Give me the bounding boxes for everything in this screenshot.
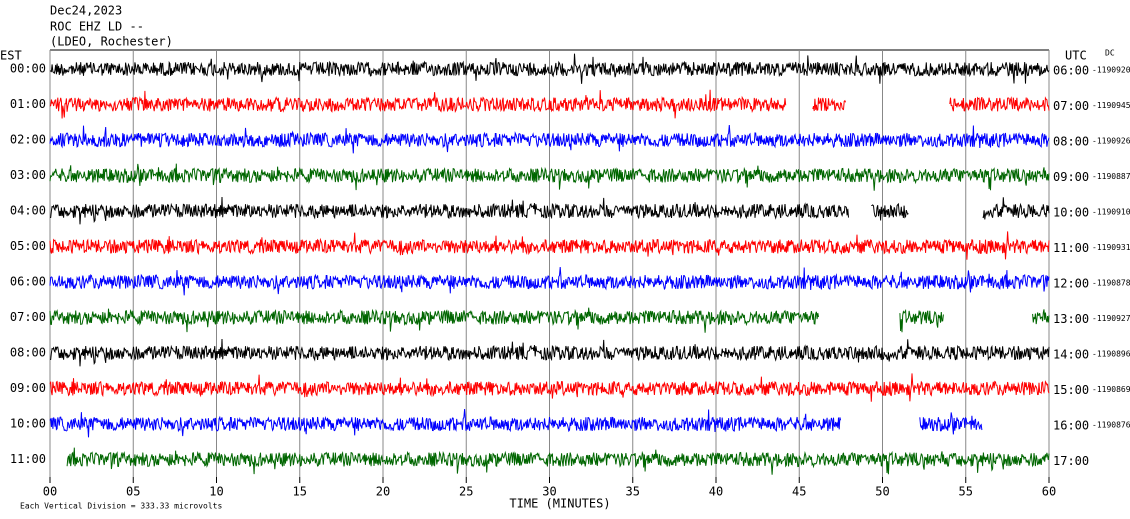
est-label: 06:00: [10, 275, 46, 289]
x-tick-label: 40: [709, 485, 723, 499]
utc-label: 10:00: [1053, 206, 1089, 220]
trace: [49, 163, 1050, 191]
left-axis-label: EST: [0, 49, 22, 63]
utc-label: 11:00: [1053, 241, 1089, 255]
title-line: (LDEO, Rochester): [50, 35, 173, 49]
est-label: 08:00: [10, 346, 46, 360]
utc-label: 15:00: [1053, 383, 1089, 397]
x-tick-label: 30: [542, 485, 556, 499]
trace: [49, 307, 1050, 333]
trace: [49, 231, 1050, 260]
utc-label: 07:00: [1053, 99, 1089, 113]
x-tick-label: 15: [293, 485, 307, 499]
title-line: Dec24,2023: [50, 4, 122, 18]
x-tick-label: 55: [959, 485, 973, 499]
est-label: 02:00: [10, 133, 46, 147]
utc-label: 13:00: [1053, 312, 1089, 326]
x-tick-label: 00: [43, 485, 57, 499]
x-tick-label: 50: [875, 485, 889, 499]
est-label: 03:00: [10, 168, 46, 182]
x-tick-label: 05: [126, 485, 140, 499]
utc-label: 14:00: [1053, 348, 1089, 362]
dc-value: -1190876: [1092, 421, 1130, 430]
utc-label: 09:00: [1053, 170, 1089, 184]
dc-value: -1190887: [1092, 172, 1130, 181]
trace: [49, 267, 1050, 296]
dc-value: -1190910: [1092, 208, 1130, 217]
dc-value: -1190869: [1092, 385, 1130, 394]
title-line: ROC EHZ LD --: [50, 20, 144, 34]
footer: Each Vertical Division = 333.33 microvol…: [20, 502, 222, 511]
trace: [49, 373, 1050, 402]
utc-label: 06:00: [1053, 64, 1089, 78]
est-label: 04:00: [10, 204, 46, 218]
utc-label: 12:00: [1053, 277, 1089, 291]
trace: [49, 409, 983, 438]
trace: [49, 53, 1050, 84]
x-tick-label: 60: [1042, 485, 1056, 499]
x-tick-label: 25: [459, 485, 473, 499]
trace: [49, 125, 1050, 154]
est-label: 05:00: [10, 239, 46, 253]
x-tick-label: 20: [376, 485, 390, 499]
est-label: 01:00: [10, 97, 46, 111]
dc-value: -1190920: [1092, 66, 1130, 75]
dc-label: DC: [1105, 49, 1115, 58]
dc-value: -1190896: [1092, 350, 1130, 359]
trace: [49, 89, 1050, 119]
x-tick-label: 45: [792, 485, 806, 499]
dc-value: -1190945: [1092, 101, 1130, 110]
dc-value: -1190931: [1092, 243, 1130, 252]
est-label: 07:00: [10, 310, 46, 324]
trace: [66, 447, 1050, 475]
x-axis-label: TIME (MINUTES): [509, 497, 610, 511]
utc-label: 17:00: [1053, 454, 1089, 468]
trace: [49, 196, 1050, 225]
trace: [49, 338, 1050, 367]
dc-value: -1190878: [1092, 279, 1130, 288]
right-axis-label: UTC: [1065, 49, 1087, 63]
est-label: 09:00: [10, 381, 46, 395]
utc-label: 08:00: [1053, 135, 1089, 149]
dc-value: -1190926: [1092, 137, 1130, 146]
x-tick-label: 35: [626, 485, 640, 499]
est-label: 00:00: [10, 62, 46, 76]
utc-label: 16:00: [1053, 419, 1089, 433]
dc-value: -1190927: [1092, 314, 1130, 323]
x-tick-label: 10: [209, 485, 223, 499]
est-label: 11:00: [10, 452, 46, 466]
est-label: 10:00: [10, 417, 46, 431]
